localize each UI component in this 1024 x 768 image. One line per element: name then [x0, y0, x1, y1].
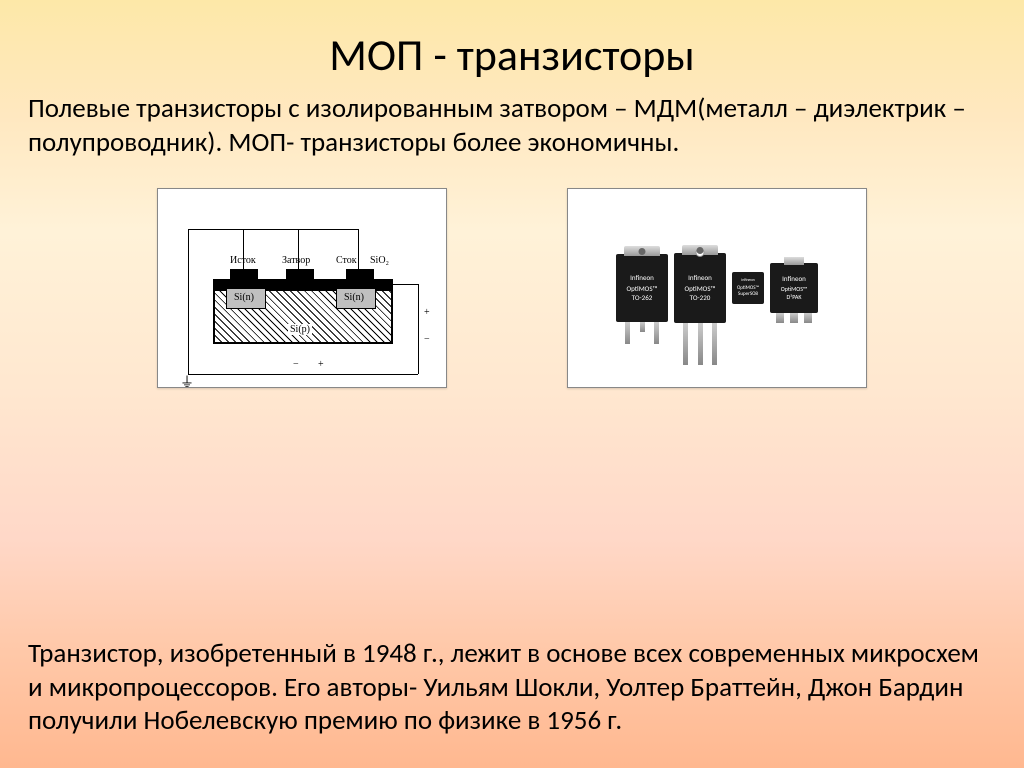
oxide-layer: [213, 279, 393, 289]
battery-minus-1: −: [424, 334, 430, 345]
chip-to220: Infineon OptiMOS™ TO-220: [674, 253, 726, 323]
label-gate: Затвор: [282, 255, 310, 266]
chip-leads: [674, 323, 726, 365]
chip-leads: [616, 322, 668, 344]
chip-line2: TO-262: [632, 293, 653, 302]
chip-line1: OptiMOS™: [781, 285, 808, 293]
gate-contact: [286, 269, 314, 279]
chip-line1: OptiMOS™: [685, 284, 716, 293]
chip-to262: Infineon OptiMOS™ TO-262: [616, 254, 668, 322]
chip-metal-tab: [682, 245, 718, 255]
label-drain: Сток: [336, 255, 357, 266]
footer-paragraph: Транзистор, изобретенный в 1948 г., лежи…: [28, 637, 996, 738]
wire: [188, 229, 358, 230]
chip-line2: D²PAK: [787, 293, 802, 301]
drain-contact: [346, 269, 374, 279]
chip-superso8: Infineon OptiMOS™ SuperSO8: [732, 272, 764, 304]
ground-icon: ⏚: [180, 372, 194, 392]
wire: [418, 284, 419, 374]
transistor-packages-photo: Infineon OptiMOS™ TO-262 Infineon OptiMO…: [567, 188, 867, 388]
chip-brand: Infineon: [630, 273, 654, 282]
mosfet-cross-section-diagram: Исток Затвор Сток SiO₂ Si(n) Si(n) Si(p)…: [157, 188, 447, 388]
battery-minus-2: −: [293, 359, 299, 370]
chip-leads: [770, 313, 818, 323]
wire: [243, 229, 244, 269]
chip-line2: TO-220: [690, 293, 711, 302]
label-well-right: Si(n): [344, 292, 364, 303]
chip-line2: SuperSO8: [738, 291, 758, 297]
chip-smd-pad: [784, 257, 803, 265]
wire: [188, 229, 189, 374]
wire: [393, 284, 418, 285]
battery-plus-1: +: [424, 307, 430, 318]
wire: [298, 229, 299, 269]
intro-paragraph: Полевые транзисторы с изолированным затв…: [0, 82, 1024, 160]
wire: [188, 374, 418, 375]
label-oxide: SiO₂: [370, 255, 389, 266]
images-row: Исток Затвор Сток SiO₂ Si(n) Si(n) Si(p)…: [0, 188, 1024, 388]
wire: [358, 229, 359, 269]
label-well-left: Si(n): [234, 292, 254, 303]
chip-brand: Infineon: [688, 273, 712, 282]
chip-line1: OptiMOS™: [627, 284, 658, 293]
battery-plus-2: +: [318, 359, 324, 370]
chip-metal-tab: [624, 246, 660, 256]
chip-brand: Infineon: [782, 274, 806, 283]
slide-title: МОП - транзисторы: [0, 0, 1024, 82]
source-contact: [230, 269, 258, 279]
label-substrate: Si(p): [288, 324, 312, 335]
chip-d2pak: Infineon OptiMOS™ D²PAK: [770, 263, 818, 313]
chip-brand: Infineon: [741, 278, 755, 283]
